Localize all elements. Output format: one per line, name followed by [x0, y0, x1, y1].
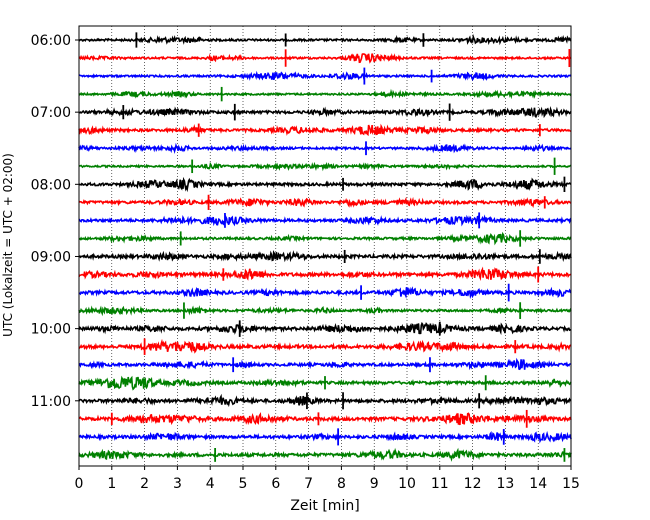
- seismic-trace: [78, 196, 572, 208]
- seismic-trace: [78, 106, 572, 119]
- y-tick-label: 10:00: [31, 322, 71, 338]
- x-tick-label: 6: [271, 476, 280, 492]
- seismic-trace: [78, 33, 572, 46]
- seismic-trace: [78, 142, 572, 155]
- x-tick-label: 8: [337, 476, 346, 492]
- x-tick-label: 4: [206, 476, 215, 492]
- seismic-trace: [78, 266, 572, 282]
- seismic-trace: [78, 249, 572, 263]
- x-axis: 0 1 2 3 4 5 6 7 8 9 10 11 12 13 14 15: [75, 466, 580, 492]
- x-tick-label: 12: [464, 476, 482, 492]
- x-tick-label: 13: [496, 476, 514, 492]
- x-tick-label: 14: [529, 476, 547, 492]
- seismic-trace: [78, 88, 572, 100]
- x-tick-label: 0: [75, 476, 84, 492]
- seismic-trace: [78, 214, 572, 227]
- x-tick-label: 1: [107, 476, 116, 492]
- x-tick-label: 5: [239, 476, 248, 492]
- seismic-trace: [78, 430, 572, 444]
- x-tick-label: 11: [431, 476, 449, 492]
- y-tick-label: 06:00: [31, 33, 71, 49]
- seismic-trace: [78, 53, 572, 64]
- x-tick-label: 7: [304, 476, 313, 492]
- y-axis: 06:00 07:00 08:00 09:00 10:00 11:00: [31, 33, 79, 410]
- x-tick-label: 3: [173, 476, 182, 492]
- y-tick-label: 11:00: [31, 394, 71, 410]
- seismic-trace: [78, 447, 572, 462]
- seismic-trace: [78, 305, 572, 317]
- trace-group: [78, 32, 572, 462]
- plot-frame: [78, 25, 572, 467]
- x-tick-label: 2: [140, 476, 149, 492]
- x-tick-label: 9: [370, 476, 379, 492]
- seismic-trace: [78, 161, 572, 172]
- seismic-trace: [78, 357, 572, 371]
- y-tick-label: 09:00: [31, 249, 71, 265]
- y-tick-label: 08:00: [31, 177, 71, 193]
- y-tick-label: 07:00: [31, 105, 71, 121]
- seismic-trace: [78, 338, 572, 354]
- seismic-trace: [78, 231, 572, 246]
- vertical-grid: [111, 26, 539, 466]
- seismic-trace: [78, 70, 572, 82]
- seismic-trace: [78, 176, 572, 193]
- seismic-trace: [78, 393, 572, 408]
- seismic-trace: [78, 123, 572, 137]
- x-tick-label: 10: [398, 476, 416, 492]
- seismic-trace: [78, 286, 572, 299]
- x-axis-label: Zeit [min]: [290, 498, 359, 514]
- x-tick-label: 15: [562, 476, 580, 492]
- y-axis-label: UTC (Lokalzeit = UTC + 02:00): [1, 153, 15, 337]
- seismic-trace: [78, 321, 572, 336]
- seismic-trace: [78, 412, 572, 426]
